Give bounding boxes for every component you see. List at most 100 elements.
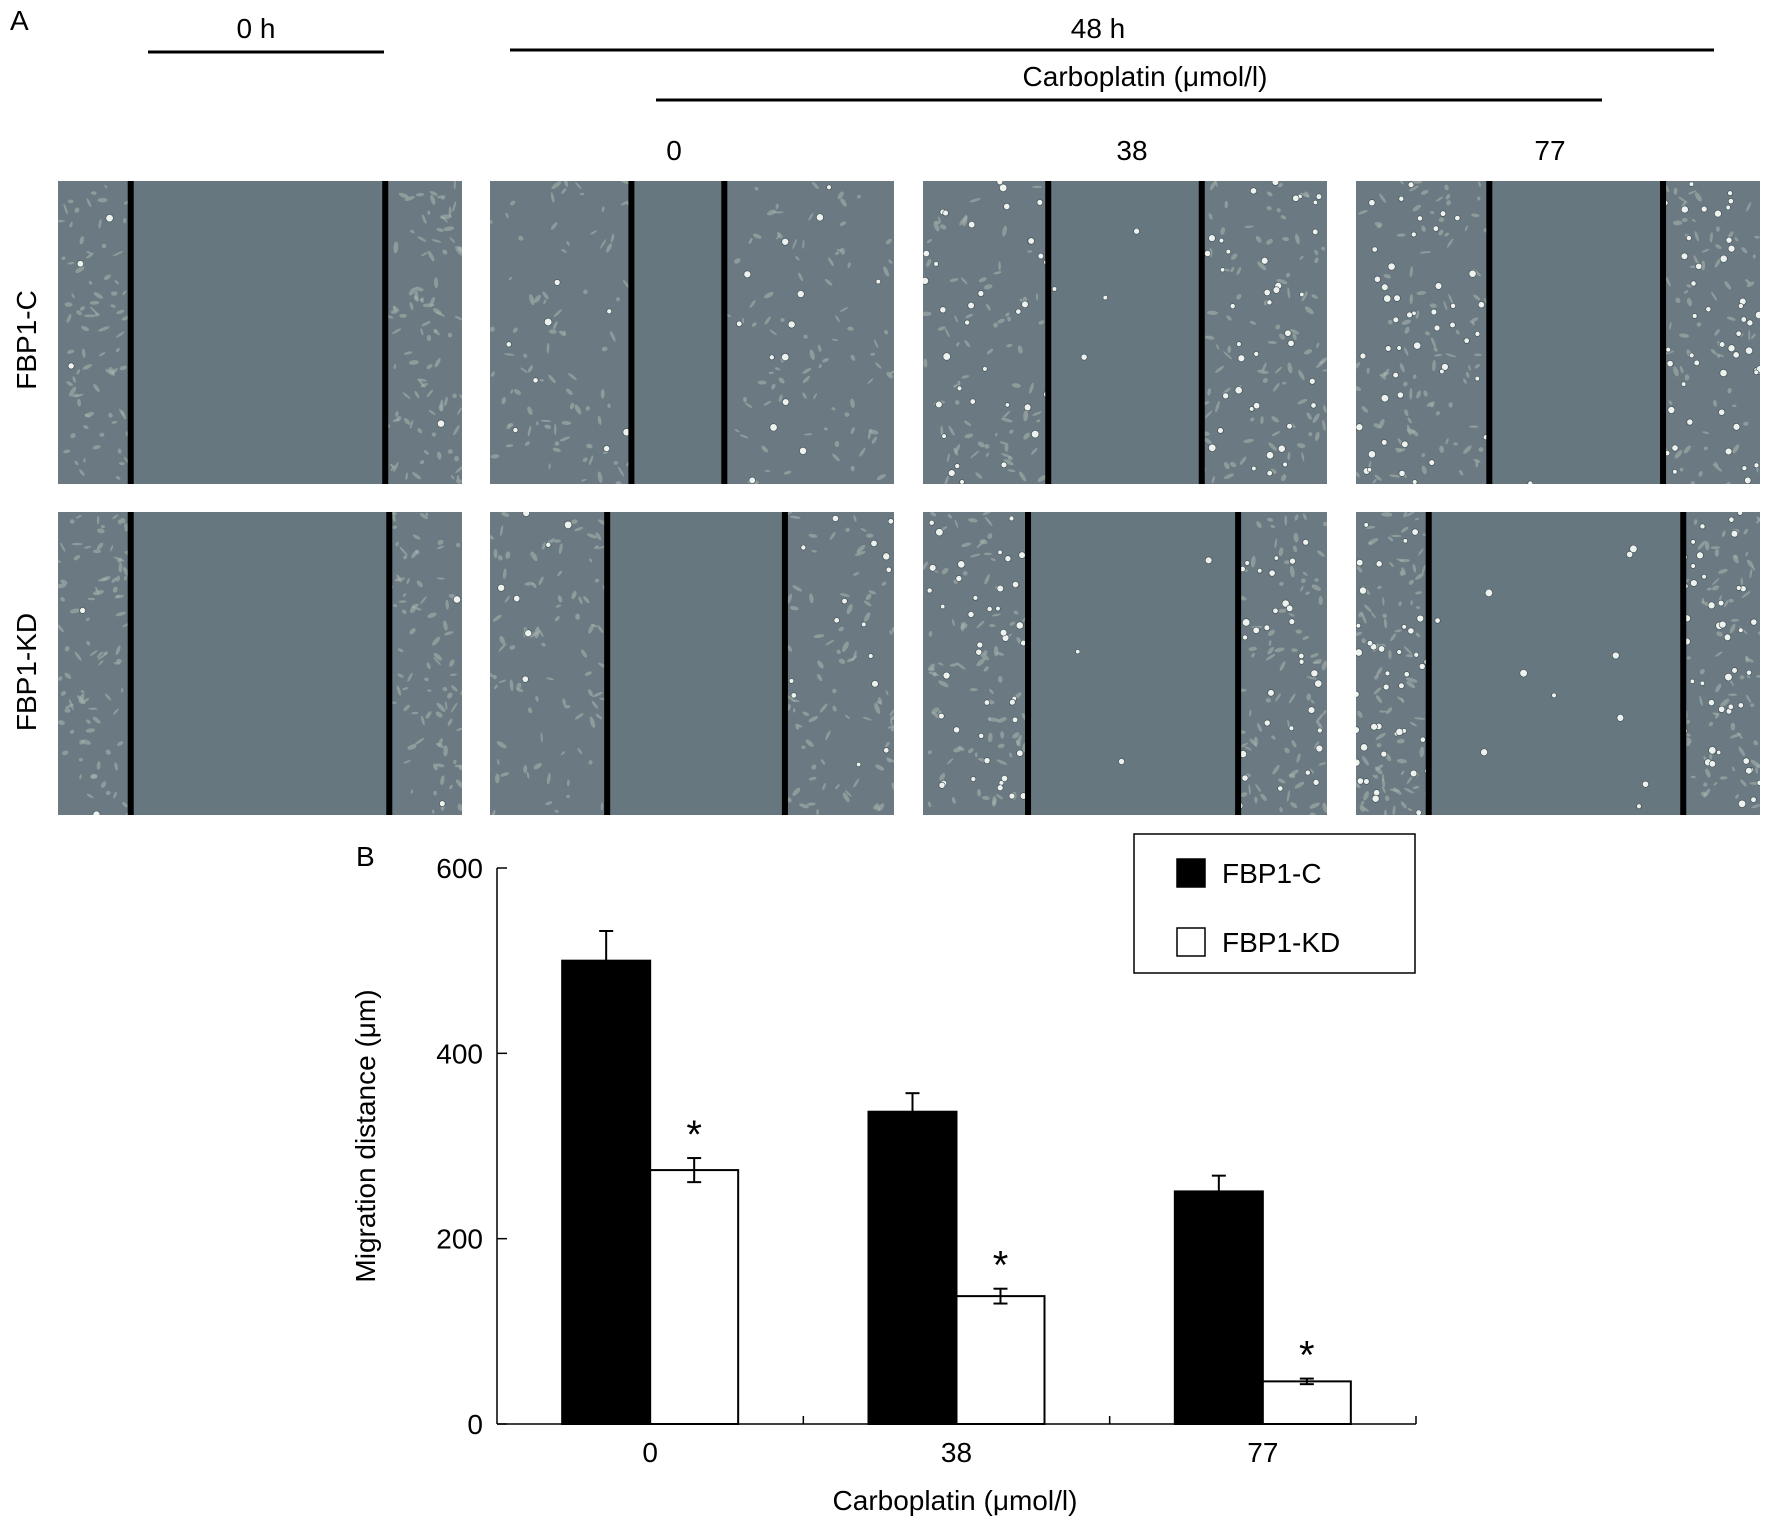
rounded-cell (983, 757, 991, 764)
cell (1276, 278, 1288, 285)
cell (1214, 181, 1218, 187)
rounded-cell (1312, 779, 1320, 786)
cell (105, 749, 111, 755)
rounded-cell (1746, 319, 1754, 327)
cell (1734, 237, 1739, 242)
cell (1468, 364, 1472, 371)
cell (72, 376, 76, 383)
cell (1374, 221, 1383, 227)
rounded-cell (1719, 341, 1726, 348)
cell (926, 239, 933, 244)
cell (408, 360, 419, 365)
cell (442, 686, 448, 692)
rounded-cell (955, 575, 963, 582)
cell (1356, 782, 1361, 789)
cell (1035, 293, 1039, 301)
cell (884, 330, 888, 335)
cell (523, 765, 528, 774)
cell (498, 679, 506, 683)
cell (1255, 235, 1262, 243)
cell (79, 236, 85, 245)
rounded-cell (1401, 624, 1407, 630)
cell (1423, 390, 1428, 397)
wound-gap (1028, 512, 1239, 815)
cell (875, 362, 882, 369)
cell (996, 759, 1008, 765)
cell (77, 398, 82, 407)
error-bar-fbp1-c-77 (1211, 1174, 1226, 1192)
rounded-cell (1356, 423, 1364, 431)
rounded-cell (79, 607, 86, 614)
cell (927, 750, 933, 755)
cell (390, 465, 396, 472)
error-bar-fbp1-kd-38 (993, 1287, 1008, 1305)
cell (983, 284, 993, 290)
cell (69, 221, 73, 228)
rounded-cell (948, 469, 956, 477)
cell (1306, 676, 1317, 680)
rounded-cell (1356, 758, 1361, 767)
cell (744, 402, 753, 408)
cell (112, 586, 118, 593)
cell (832, 688, 837, 694)
cell (1294, 514, 1299, 521)
rounded-cell (1744, 476, 1752, 484)
cell (1751, 804, 1760, 809)
cell (964, 340, 971, 348)
cell (1283, 560, 1291, 565)
cell (1385, 753, 1392, 762)
cell (520, 367, 528, 373)
rounded-cell (790, 692, 797, 699)
cell (1409, 266, 1413, 278)
cell (1390, 633, 1397, 642)
cell (398, 600, 407, 603)
cell (1714, 257, 1722, 268)
rounded-cell (1299, 291, 1305, 297)
cell (67, 199, 74, 204)
cell (1207, 310, 1219, 315)
cell (456, 475, 460, 481)
cell (1746, 281, 1755, 287)
cell (811, 550, 817, 553)
rounded-cell (997, 549, 1003, 555)
cell (1205, 410, 1213, 419)
rounded-cell (1753, 462, 1760, 469)
cell (1302, 635, 1310, 640)
cell (512, 327, 518, 333)
cell (1412, 374, 1417, 379)
cell (1478, 447, 1484, 452)
cell (120, 517, 126, 524)
rounded-cell (1667, 406, 1676, 414)
cell (85, 728, 96, 733)
cell (1304, 306, 1314, 315)
cell (1463, 378, 1467, 384)
rounded-cell (1690, 579, 1698, 587)
wound-edge-line (1025, 512, 1032, 815)
cell (534, 626, 540, 639)
cell (554, 441, 560, 446)
rounded-cell (1268, 569, 1276, 577)
cell (1419, 746, 1425, 758)
rounded-cell (1381, 439, 1388, 446)
cell (530, 551, 538, 562)
cell (989, 624, 996, 628)
cell (776, 231, 783, 239)
cell (1388, 536, 1394, 542)
rounded-cell (1745, 346, 1753, 355)
cell (64, 672, 72, 679)
cell (559, 436, 571, 442)
rounded-cell (1738, 303, 1744, 309)
rounded-cell (1000, 461, 1008, 469)
cell (96, 542, 104, 551)
cell (1243, 438, 1254, 444)
cell (497, 759, 500, 765)
cell (1715, 713, 1719, 719)
cell (867, 428, 872, 440)
cell (1251, 653, 1255, 658)
cell (66, 381, 73, 387)
cell (1276, 208, 1281, 213)
cell (420, 298, 424, 303)
cell (853, 778, 860, 788)
cell (116, 309, 125, 315)
rounded-cell (1750, 618, 1758, 626)
